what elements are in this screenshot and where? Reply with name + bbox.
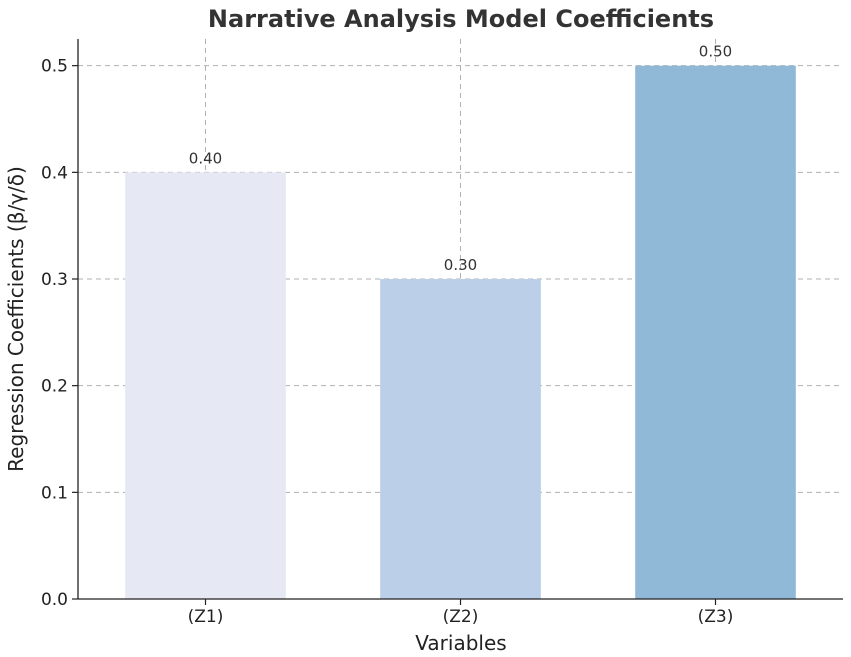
bar-3 xyxy=(635,65,796,599)
chart-title: Narrative Analysis Model Coefficients xyxy=(208,5,714,33)
y-tick-label: 0.0 xyxy=(41,590,68,610)
bars xyxy=(125,65,796,600)
bar-value-label: 0.40 xyxy=(189,149,222,167)
x-axis-label: Variables xyxy=(415,631,506,655)
x-ticks: (Z1) (Z2) (Z3) xyxy=(188,599,734,627)
data-labels: 0.40 0.30 0.50 xyxy=(189,43,732,274)
y-tick-label: 0.3 xyxy=(41,270,68,290)
y-axis-label: Regression Coefficients (β/γ/δ) xyxy=(4,166,28,472)
y-tick-label: 0.4 xyxy=(41,163,68,183)
y-tick-label: 0.1 xyxy=(41,483,68,503)
x-tick-label: (Z3) xyxy=(698,607,734,627)
x-tick-label: (Z2) xyxy=(443,607,479,627)
bar-1 xyxy=(125,172,286,600)
y-tick-label: 0.2 xyxy=(41,377,68,397)
y-ticks: 0.0 0.1 0.2 0.3 0.4 0.5 xyxy=(41,57,78,610)
y-tick-label: 0.5 xyxy=(41,57,68,77)
bar-value-label: 0.50 xyxy=(699,43,732,61)
bar-value-label: 0.30 xyxy=(444,256,477,274)
x-tick-label: (Z1) xyxy=(188,607,224,627)
bar-2 xyxy=(380,279,541,599)
